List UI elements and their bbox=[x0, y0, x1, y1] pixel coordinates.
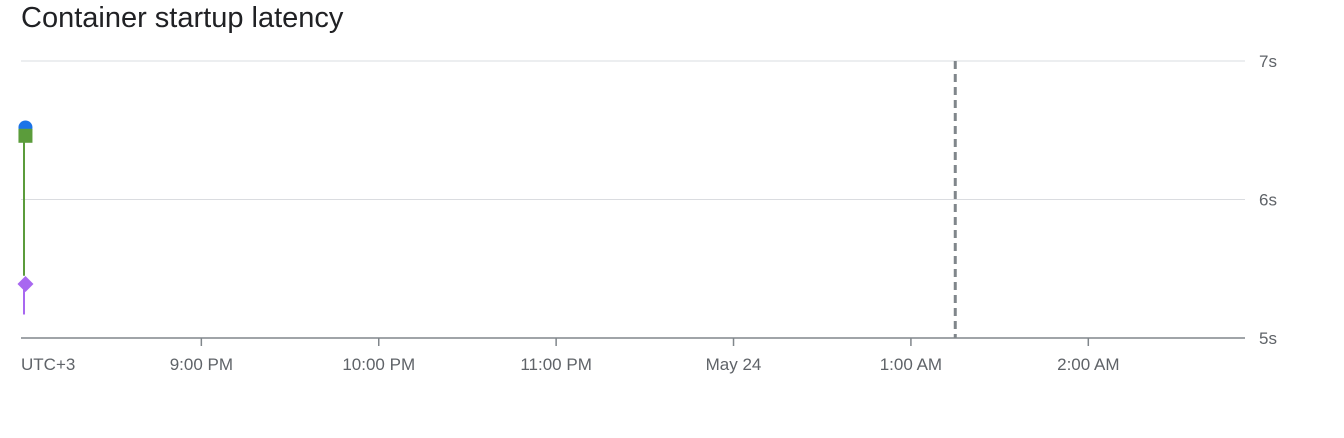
chart-title: Container startup latency bbox=[21, 2, 344, 34]
timezone-label: UTC+3 bbox=[21, 355, 75, 374]
y-tick-label: 5s bbox=[1259, 329, 1277, 348]
x-tick-label: 10:00 PM bbox=[342, 355, 415, 374]
x-tick-label: 2:00 AM bbox=[1057, 355, 1119, 374]
y-tick-label: 7s bbox=[1259, 52, 1277, 71]
series-point-3 bbox=[17, 275, 34, 292]
x-tick-label: 1:00 AM bbox=[880, 355, 942, 374]
x-tick-label: May 24 bbox=[706, 355, 762, 374]
series-point-2 bbox=[18, 128, 33, 143]
x-tick-label: 11:00 PM bbox=[520, 355, 592, 374]
y-tick-label: 6s bbox=[1259, 191, 1277, 210]
x-tick-label: 9:00 PM bbox=[170, 355, 233, 374]
